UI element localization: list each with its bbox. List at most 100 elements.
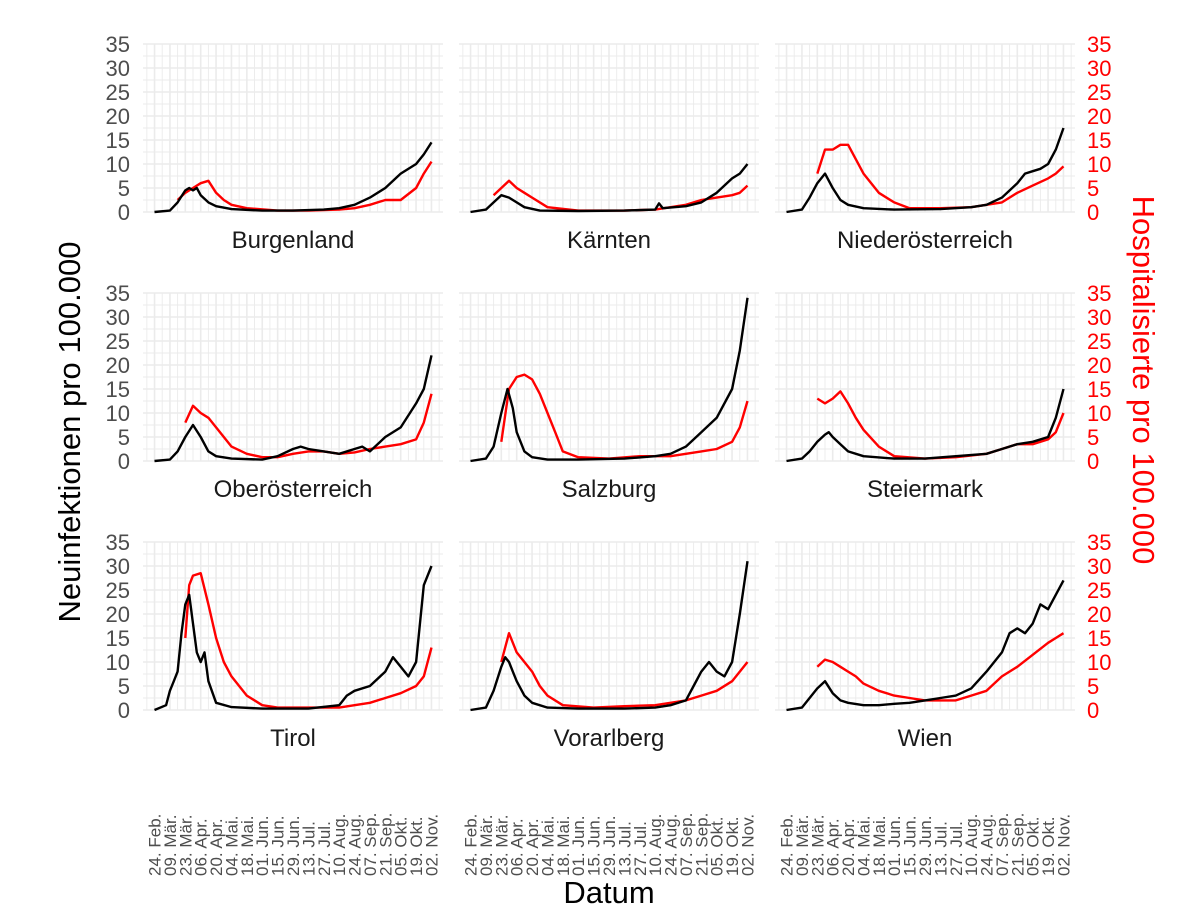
panel-vorarlberg: Vorarlberg xyxy=(459,541,759,752)
y-tick-label-right: 5 xyxy=(1087,176,1099,201)
y-tick-label-left: 5 xyxy=(118,176,130,201)
panel-tirol: Tirol xyxy=(143,541,443,752)
y-tick-label-right: 30 xyxy=(1087,554,1111,579)
x-tick-label: 13. Jul. xyxy=(615,821,634,876)
y-tick-label-right: 5 xyxy=(1087,425,1099,450)
x-tick-label: 05. Okt. xyxy=(708,816,727,876)
panel-grid-lines xyxy=(143,43,443,213)
panel-salzburg: Salzburg xyxy=(459,292,759,503)
x-tick-label: 20. Apr. xyxy=(207,818,226,876)
x-tick-label: 15. Jun. xyxy=(585,816,604,877)
x-tick-label: 19. Okt. xyxy=(723,816,742,876)
hospitalized-line xyxy=(500,373,749,460)
x-tick-label: 24. Aug. xyxy=(978,814,997,876)
infections-line xyxy=(154,355,433,463)
x-tick-label: 06. Apr. xyxy=(824,818,843,876)
y-tick-label-left: 10 xyxy=(106,152,130,177)
y-tick-label-right: 35 xyxy=(1087,281,1111,306)
y-tick-label-left: 0 xyxy=(118,698,130,723)
x-tick-label: 27. Jul. xyxy=(315,821,334,876)
x-tick-label: 20. Apr. xyxy=(839,818,858,876)
y-tick-label-left: 25 xyxy=(106,578,130,603)
x-tick-label: 15. Jun. xyxy=(269,816,288,877)
y-tick-label-left: 15 xyxy=(106,377,130,402)
x-tick-label: 05. Okt. xyxy=(392,816,411,876)
panel-strip-label: Steiermark xyxy=(867,476,984,503)
x-tick-label: 18. Mai. xyxy=(554,816,573,876)
hospitalized-line xyxy=(816,143,1065,210)
y-tick-label-left: 30 xyxy=(106,554,130,579)
x-tick-label: 24. Aug. xyxy=(662,814,681,876)
y-tick-label-left: 30 xyxy=(106,305,130,330)
x-tick-label: 13. Jul. xyxy=(299,821,318,876)
panel-strip-label: Salzburg xyxy=(562,476,657,503)
x-tick-label: 29. Jun. xyxy=(284,816,303,877)
x-tick-label: 07. Sep. xyxy=(677,813,696,876)
y-tick-label-left: 25 xyxy=(106,80,130,105)
x-tick-label: 01. Jun. xyxy=(569,816,588,877)
y-tick-label-left: 10 xyxy=(106,650,130,675)
infections-line xyxy=(470,561,749,712)
x-tick-label: 21. Sep. xyxy=(692,813,711,876)
y-tick-label-left: 35 xyxy=(106,281,130,306)
x-tick-label: 10. Aug. xyxy=(962,814,981,876)
panel-strip-label: Kärnten xyxy=(567,227,651,254)
y-tick-label-left: 35 xyxy=(106,32,130,57)
y-tick-label-right: 25 xyxy=(1087,80,1111,105)
x-tick-label: 04. Mai. xyxy=(223,816,242,876)
panel-grid-lines xyxy=(459,541,759,711)
y-tick-label-right: 15 xyxy=(1087,128,1111,153)
panel-oberoesterreich: Oberösterreich xyxy=(143,292,443,503)
x-tick-label: 15. Jun. xyxy=(901,816,920,877)
panel-strip-label: Burgenland xyxy=(232,227,355,254)
panel-strip-label: Vorarlberg xyxy=(554,725,665,752)
infections-line xyxy=(786,127,1065,214)
panel-grid-lines xyxy=(459,292,759,462)
x-tick-label: 06. Apr. xyxy=(192,818,211,876)
left-y-axes: 0510152025303505101520253035051015202530… xyxy=(106,32,130,723)
y-tick-label-right: 0 xyxy=(1087,698,1099,723)
panel-strip-label: Tirol xyxy=(270,725,316,752)
panel-strip-label: Oberösterreich xyxy=(214,476,373,503)
x-axes: 24. Feb.09. Mär.23. Mär.06. Apr.20. Apr.… xyxy=(146,813,1074,876)
y-tick-label-left: 25 xyxy=(106,329,130,354)
x-tick-label: 29. Jun. xyxy=(916,816,935,877)
x-tick-label: 23. Mär. xyxy=(808,815,827,876)
panel-grid-lines xyxy=(775,43,1075,213)
y-tick-label-left: 15 xyxy=(106,128,130,153)
y-tick-label-right: 25 xyxy=(1087,329,1111,354)
panel-kaernten: Kärnten xyxy=(459,43,759,254)
y-tick-label-right: 30 xyxy=(1087,305,1111,330)
panel-strip-label: Niederösterreich xyxy=(837,227,1013,254)
x-tick-label: 21. Sep. xyxy=(1008,813,1027,876)
panel-grid: Burgenland Kärnten Niederösterreich Oberöst… xyxy=(143,43,1075,752)
x-tick-label: 19. Okt. xyxy=(1039,816,1058,876)
y-tick-label-left: 35 xyxy=(106,530,130,555)
x-tick-label: 06. Apr. xyxy=(508,818,527,876)
panel-wien: Wien xyxy=(775,541,1075,752)
x-tick-label: 23. Mär. xyxy=(492,815,511,876)
y-tick-label-left: 0 xyxy=(118,200,130,225)
x-tick-label: 29. Jun. xyxy=(600,816,619,877)
x-axis-title: Datum xyxy=(563,875,654,910)
x-tick-label: 02. Nov. xyxy=(1055,814,1074,876)
x-tick-label: 24. Feb. xyxy=(146,814,165,876)
panel-grid-lines xyxy=(143,292,443,462)
x-tick-label: 18. Mai. xyxy=(238,816,257,876)
x-tick-label: 01. Jun. xyxy=(885,816,904,877)
x-tick-label: 01. Jun. xyxy=(253,816,272,877)
x-tick-label: 23. Mär. xyxy=(176,815,195,876)
y-tick-label-right: 35 xyxy=(1087,32,1111,57)
hospitalized-line xyxy=(500,632,749,709)
x-tick-label: 09. Mär. xyxy=(161,815,180,876)
x-tick-label: 20. Apr. xyxy=(523,818,542,876)
x-tick-label: 13. Jul. xyxy=(931,821,950,876)
infections-line xyxy=(154,565,433,712)
hospitalized-line xyxy=(184,393,433,459)
x-tick-label: 24. Feb. xyxy=(462,814,481,876)
x-tick-label: 05. Okt. xyxy=(1024,816,1043,876)
panel-grid-lines xyxy=(775,292,1075,462)
y-axis-title-left: Neuinfektionen pro 100.000 xyxy=(52,242,87,623)
hospitalized-line xyxy=(184,572,433,709)
